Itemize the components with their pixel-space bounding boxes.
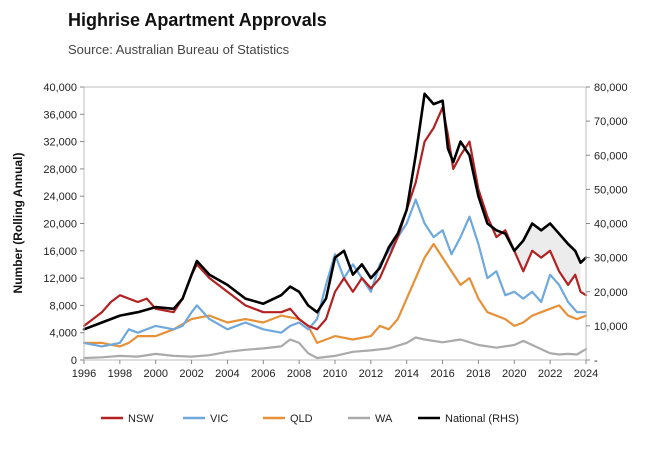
legend-label-qld: QLD [290,413,313,425]
y-tick-label: 36,000 [43,109,77,121]
series-line-wa [82,336,588,360]
x-tick-label: 1998 [108,368,132,380]
y-tick-label: 32,000 [43,137,77,149]
x-tick-label: 2002 [179,368,203,380]
y-tick-label: 28,000 [43,164,77,176]
fill-layer [487,216,581,292]
y2-tick-label: 60,000 [594,150,628,162]
series-line-nsw [82,106,588,331]
y2-tick-label: 20,000 [594,287,628,299]
legend-label-wa: WA [375,413,393,425]
y2-tick-label: 30,000 [594,253,628,265]
x-tick-label: 2004 [215,368,239,380]
y-tick-label: 0 [71,355,77,367]
x-tick-label: 2018 [466,368,490,380]
x-tick-label: 2008 [287,368,311,380]
legend-label-vic: VIC [210,413,228,425]
y-axis-title: Number (Rolling Annual) [11,153,25,294]
series-line-national-rhs [82,92,588,331]
chart-subtitle: Source: Australian Bureau of Statistics [68,42,290,57]
y-tick-label: 16,000 [43,246,77,258]
y-tick-label: 8,000 [49,300,77,312]
plot-frame [83,86,587,361]
legend-label-national-rhs: National (RHS) [445,413,519,425]
axis-layer: 0 4,000 8,000 12,000 16,000 20,000 24,000 28,00… [43,82,627,380]
y-tick-label: 20,000 [43,219,77,231]
x-tick-label: 2014 [394,368,418,380]
x-tick-label: 2000 [143,368,167,380]
y-tick-label: 4,000 [49,328,77,340]
x-tick-label: 2024 [574,368,598,380]
y2-tick-label: - [594,355,598,367]
x-tick-label: 2020 [502,368,526,380]
legend-label-nsw: NSW [128,413,154,425]
x-tick-label: 1996 [72,368,96,380]
y-tick-label: 24,000 [43,191,77,203]
y2-tick-label: 80,000 [594,82,628,94]
series-layer [82,92,588,360]
x-tick-label: 2016 [430,368,454,380]
y-tick-label: 12,000 [43,273,77,285]
chart-title: Highrise Apartment Approvals [68,10,327,30]
y2-tick-label: 50,000 [594,184,628,196]
y2-tick-label: 70,000 [594,116,628,128]
shaded-gap-area [487,216,581,292]
y2-tick-label: 40,000 [594,219,628,231]
y-tick-label: 40,000 [43,82,77,94]
y2-tick-label: 10,000 [594,321,628,333]
series-line-vic [82,198,588,348]
x-tick-label: 2022 [538,368,562,380]
series-line-qld [82,242,588,348]
legend: NSW VIC QLD WA National (RHS) [101,413,519,425]
x-tick-label: 2010 [323,368,347,380]
x-tick-label: 2006 [251,368,275,380]
x-tick-label: 2012 [359,368,383,380]
